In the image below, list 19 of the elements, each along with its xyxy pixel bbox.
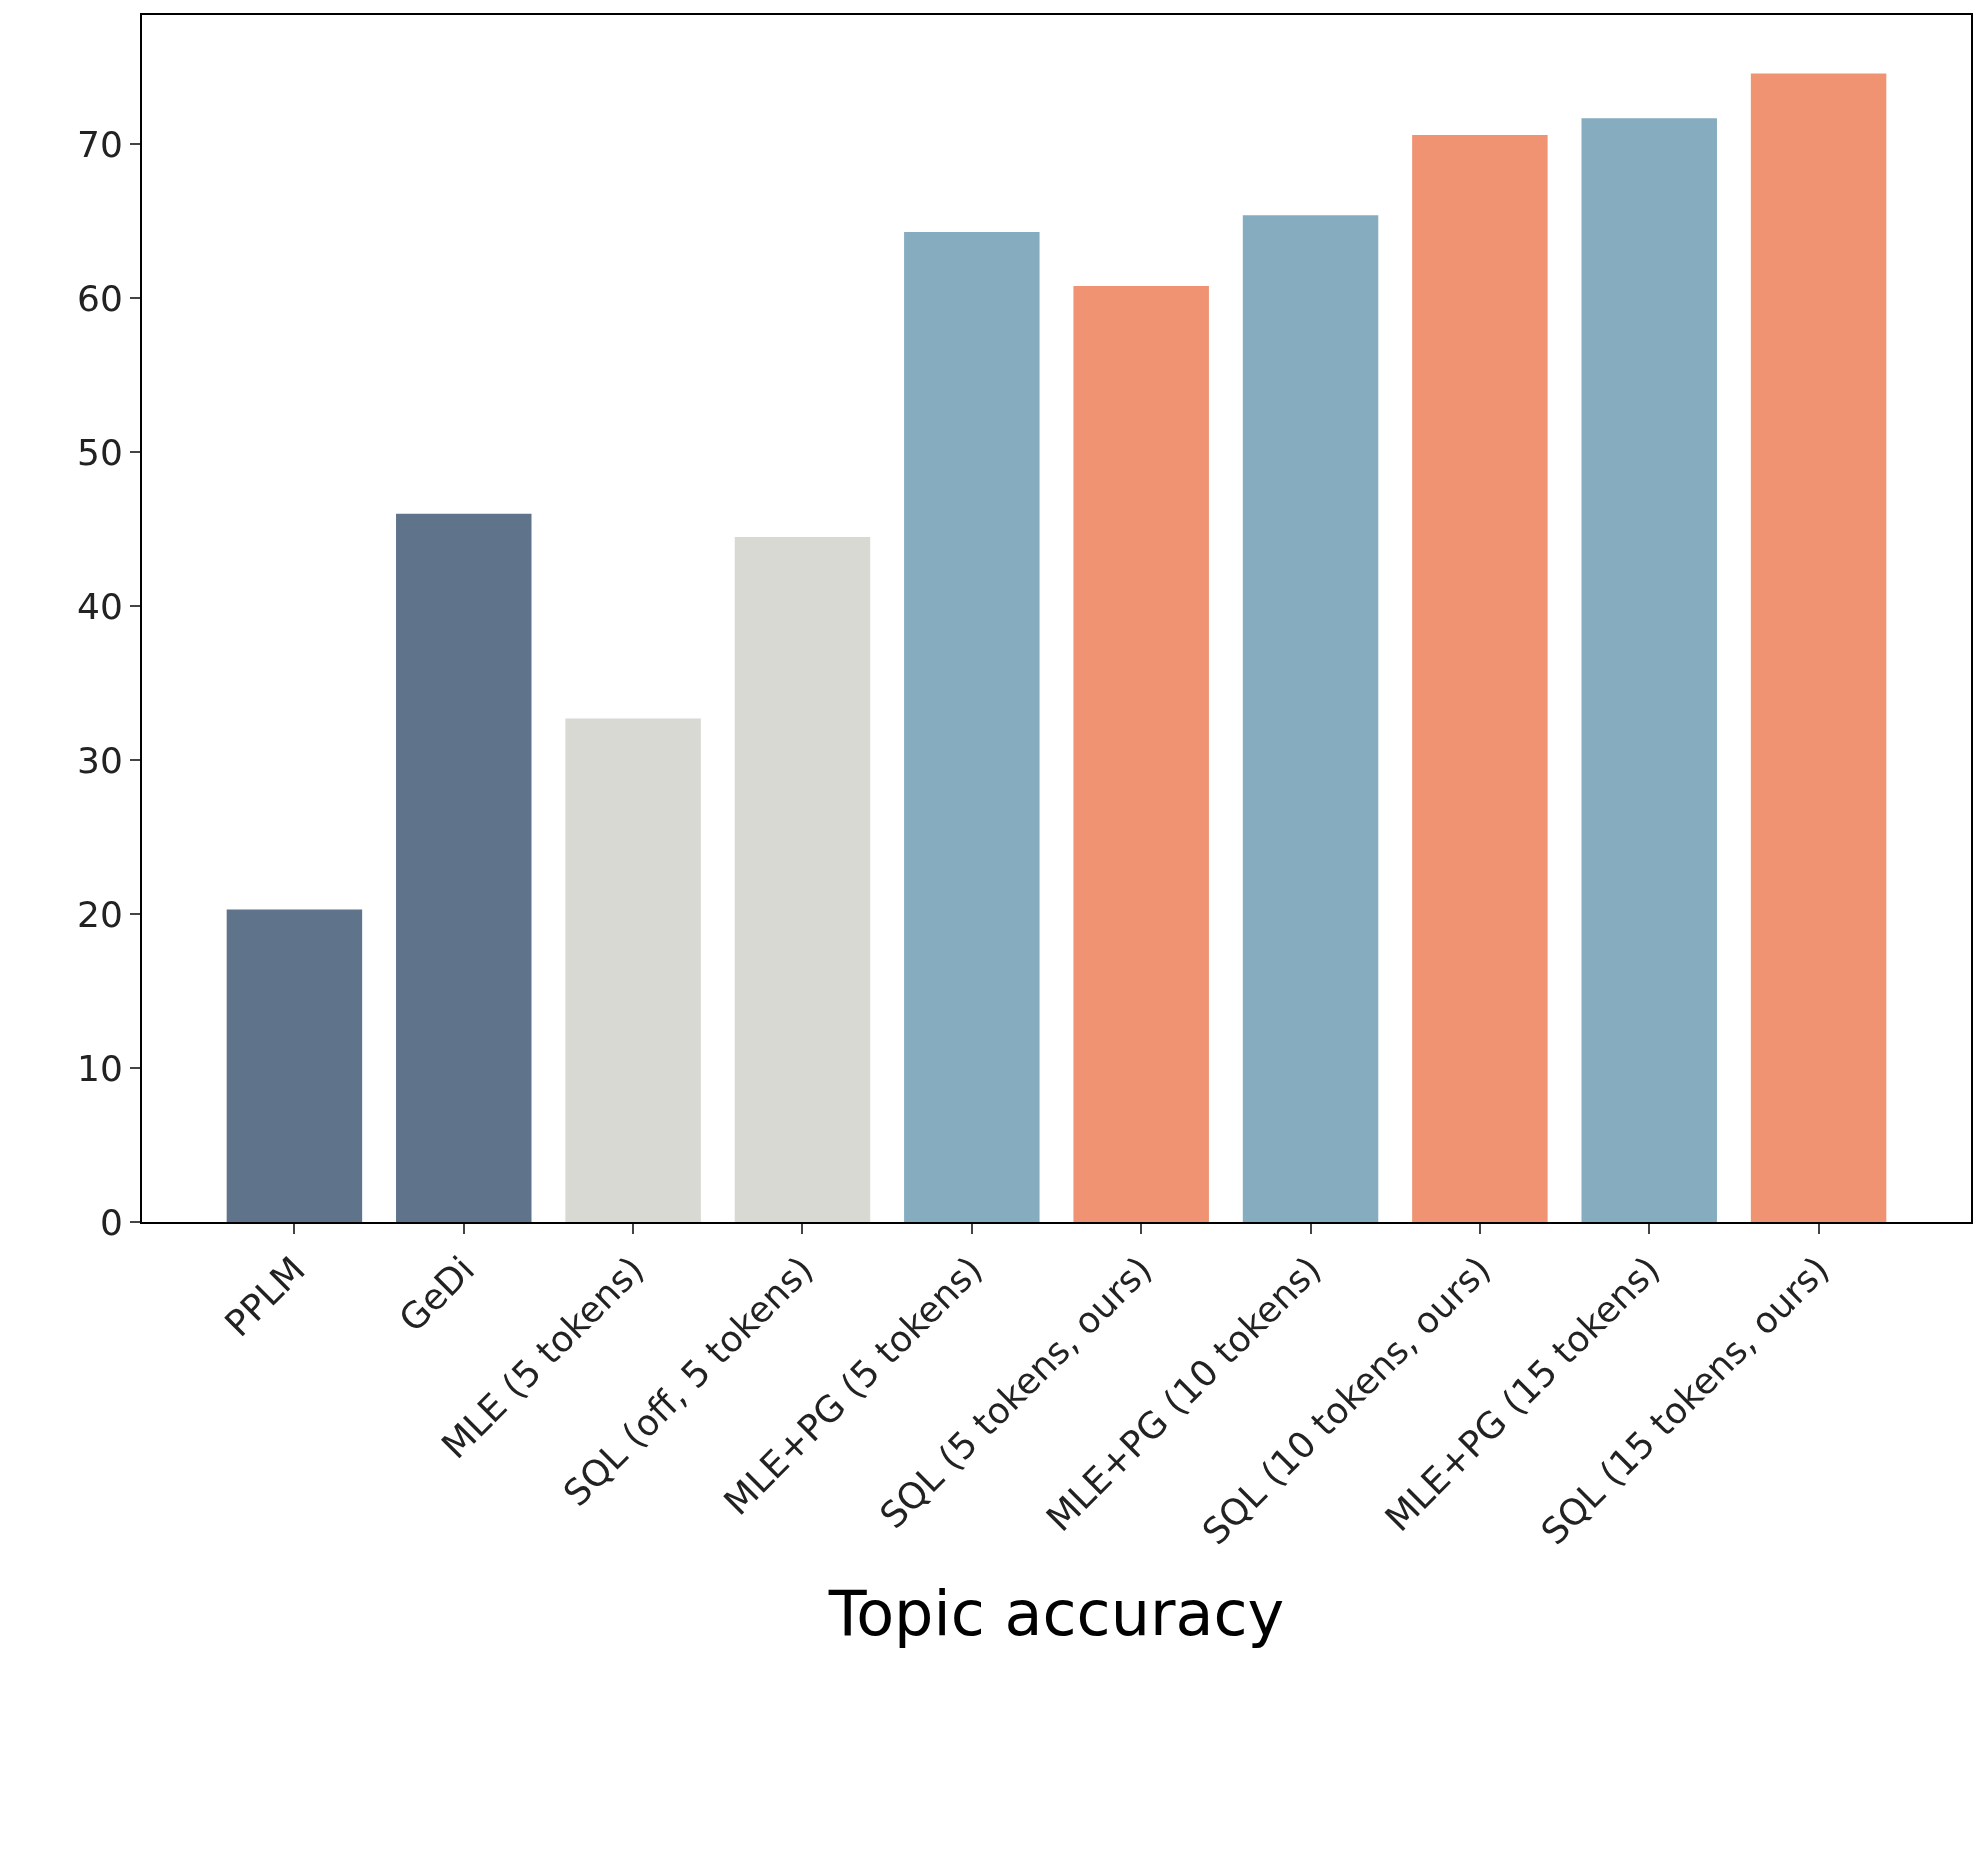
bar bbox=[904, 232, 1040, 1222]
bar bbox=[1242, 215, 1379, 1222]
bar bbox=[1412, 135, 1548, 1222]
y-tick-label: 0 bbox=[99, 1201, 123, 1243]
bar bbox=[1581, 118, 1717, 1222]
x-axis-title: Topic accuracy bbox=[827, 1576, 1285, 1650]
bar bbox=[1073, 285, 1209, 1222]
y-tick-label: 30 bbox=[76, 739, 123, 781]
bar bbox=[1750, 73, 1887, 1222]
bar bbox=[565, 718, 701, 1222]
y-tick-label: 40 bbox=[76, 585, 123, 627]
y-tick-label: 60 bbox=[76, 277, 123, 319]
bar bbox=[226, 909, 363, 1222]
y-tick-label: 20 bbox=[76, 893, 123, 935]
y-tick-label: 10 bbox=[76, 1047, 123, 1089]
bar bbox=[734, 536, 871, 1222]
y-tick-label: 70 bbox=[76, 123, 123, 165]
bar bbox=[396, 513, 532, 1222]
y-tick-label: 50 bbox=[76, 431, 123, 473]
